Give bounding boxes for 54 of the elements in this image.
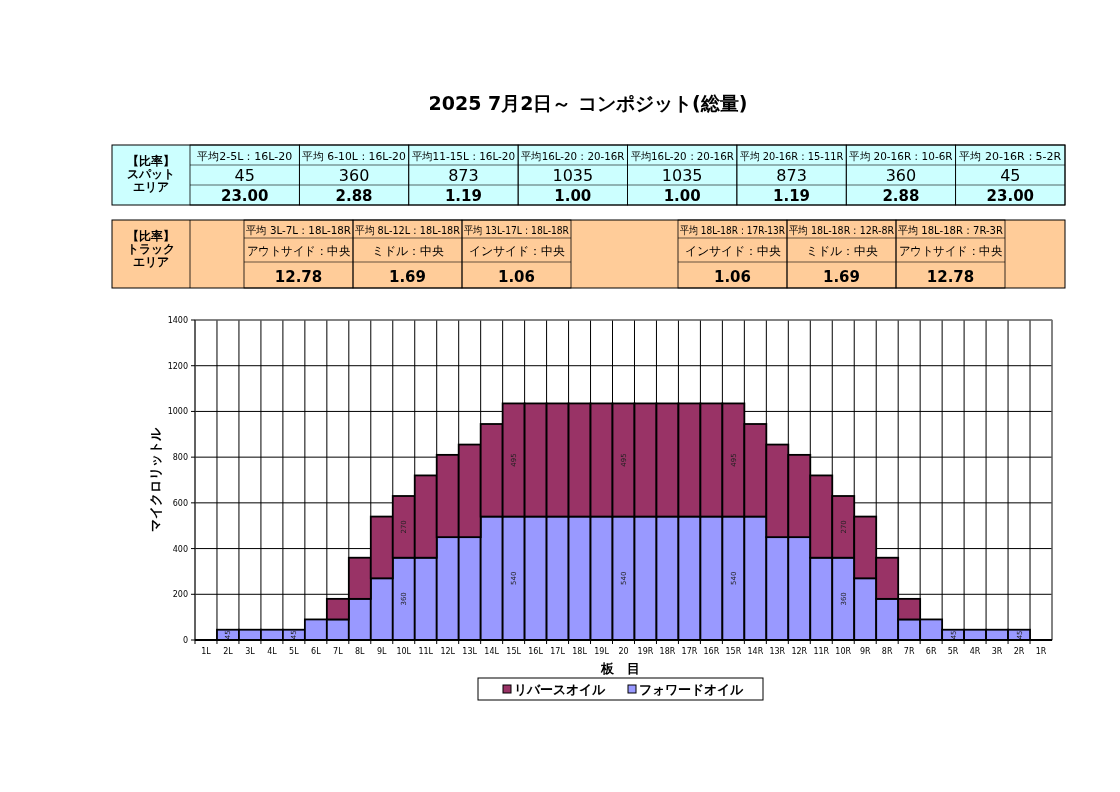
table-track: 【比率】トラックエリア 平均 3L-7L：18L-18R アウトサイド：中央 12.78 平均 8L-12L：18L-18R ミドル：中央 1.69 平均 13L-17L：18L-18R インサイド：中央 1.06 平均 18L-18R：17R-13R インサイド：中央 1.06 平均 18L-18R：12R-8R ミドル：中央 1.69 平均 18L-18R：7R-3R アウトサイド：中央 12.78	[111, 219, 1066, 289]
y-tick-label: 800	[172, 453, 188, 463]
x-tick-label: 14R	[747, 647, 764, 656]
x-tick-label: 6R	[925, 647, 937, 656]
y-tick-label: 0	[182, 636, 188, 645]
x-tick-label: 19R	[637, 647, 654, 656]
x-tick-label: 12L	[440, 647, 456, 656]
x-tick-label: 8L	[355, 647, 366, 656]
x-tick-label: 15L	[506, 647, 522, 656]
x-tick-label: 7R	[903, 647, 915, 656]
x-tick-label: 1L	[201, 647, 212, 656]
x-tick-label: 1R	[1035, 647, 1047, 656]
y-tick-label: 1000	[167, 407, 188, 417]
x-tick-label: 2R	[1013, 647, 1025, 656]
x-tick-label: 16R	[703, 647, 720, 656]
x-tick-label: 17L	[550, 647, 566, 656]
x-tick-label: 9L	[377, 647, 388, 656]
x-tick-label: 5L	[289, 647, 300, 656]
x-tick-label: 3L	[245, 647, 256, 656]
x-tick-label: 16L	[528, 647, 544, 656]
x-tick-label: 10L	[396, 647, 412, 656]
y-tick-label: 400	[172, 544, 188, 554]
legend-label: フォワードオイル	[639, 682, 744, 697]
x-tick-label: 7L	[333, 647, 344, 656]
x-tick-label: 13L	[462, 647, 478, 656]
x-tick-label: 4R	[969, 647, 981, 656]
x-axis-title: 板 目	[599, 661, 640, 676]
x-tick-label: 15R	[725, 647, 742, 656]
x-tick-label: 17R	[681, 647, 698, 656]
x-tick-label: 11L	[418, 647, 434, 656]
y-axis-title: マイクロリットル	[148, 427, 163, 532]
x-tick-label: 12R	[791, 647, 808, 656]
legend-label: リバースオイル	[514, 682, 606, 697]
x-tick-label: 11R	[813, 647, 830, 656]
x-tick-label: 19L	[594, 647, 610, 656]
y-tick-label: 1200	[167, 361, 188, 371]
x-tick-label: 8R	[881, 647, 893, 656]
x-tick-label: 10R	[835, 647, 852, 656]
chart-title: 2025 7月2日～ コンポジット(総量)	[428, 92, 748, 114]
x-tick-label: 6L	[311, 647, 322, 656]
x-tick-label: 13R	[769, 647, 786, 656]
x-tick-label: 9R	[859, 647, 871, 656]
y-tick-label: 200	[172, 590, 188, 600]
x-tick-label: 3R	[991, 647, 1003, 656]
x-tick-label: 18R	[659, 647, 676, 656]
table-spat: 【比率】スパットエリア 平均2-5L：16L-20 45 23.00 平均 6-10L：16L-20 360 2.88 平均11-15L：16L-20 873 1.19 平均16L-20：20-16R 1035 1.00 平均16L-20：20-16R 1035 1.00 平均 20-16R：15-11R 873 1.19 平均 20-16R：10-6R 360 2.88 平均 20-16R：5-2R 45 23.00	[111, 144, 1066, 206]
x-tick-label: 18L	[572, 647, 588, 656]
x-tick-label: 4L	[267, 647, 278, 656]
x-tick-label: 5R	[947, 647, 959, 656]
y-tick-label: 1400	[167, 316, 188, 325]
y-tick-label: 600	[172, 498, 188, 508]
x-tick-label: 2L	[223, 647, 234, 656]
x-tick-label: 14L	[484, 647, 500, 656]
x-tick-label: 20	[618, 647, 629, 656]
